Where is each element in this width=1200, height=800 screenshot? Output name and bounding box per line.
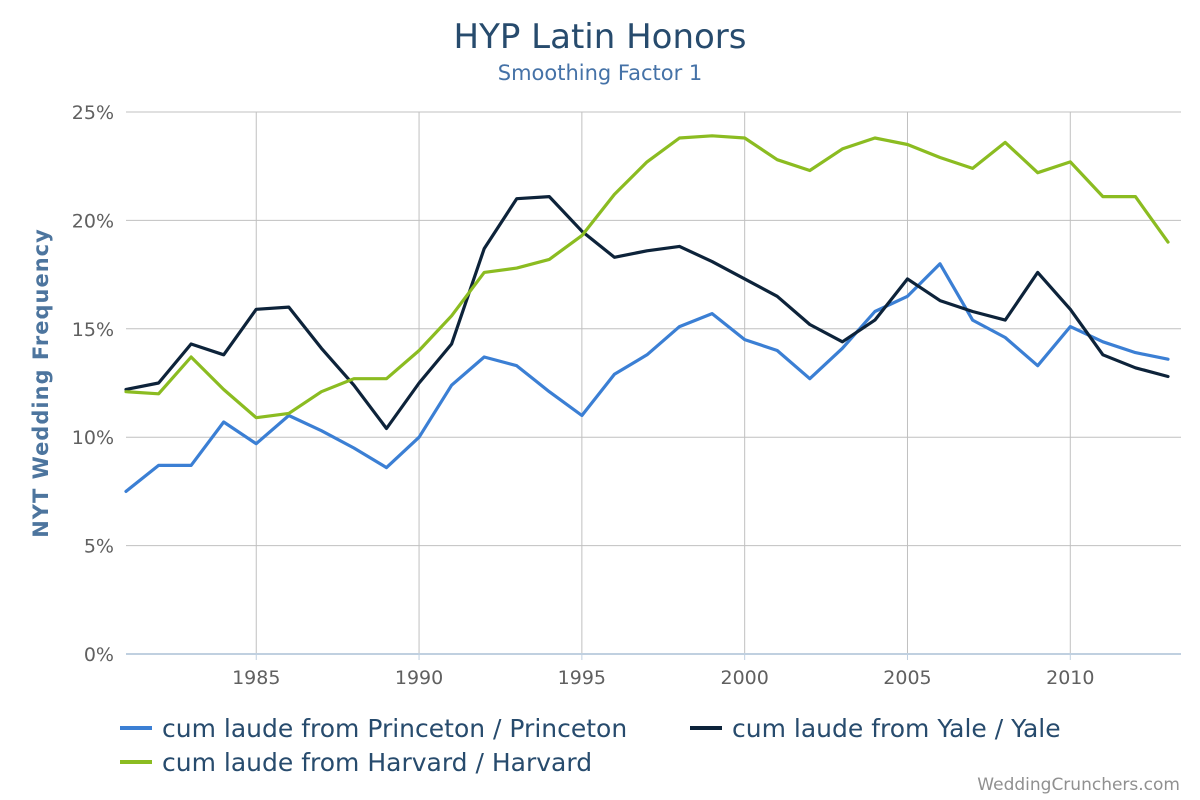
y-tick-label: 20% [72, 210, 114, 232]
x-tick-label: 2005 [883, 667, 931, 689]
y-tick-label: 0% [84, 644, 114, 666]
legend-label: cum laude from Princeton / Princeton [162, 714, 627, 743]
chart-subtitle: Smoothing Factor 1 [498, 61, 703, 85]
y-tick-label: 5% [84, 536, 114, 558]
legend-item-2[interactable]: cum laude from Yale / Yale [690, 714, 1061, 743]
y-tick-label: 15% [72, 319, 114, 341]
gridlines [126, 111, 1181, 655]
series-line-2[interactable] [124, 195, 1170, 431]
chart-title: HYP Latin Honors [454, 17, 747, 57]
legend-item-1[interactable]: cum laude from Princeton / Princeton [120, 714, 627, 743]
y-axis-ticks: 0% 5% 10% 15% 20% 25% [72, 102, 114, 666]
series-line-3[interactable] [124, 134, 1170, 420]
x-tick-label: 1990 [395, 667, 443, 689]
x-tick-label: 1995 [558, 667, 606, 689]
series-line-1[interactable] [124, 262, 1170, 493]
plot-series [124, 134, 1170, 493]
legend-item-3[interactable]: cum laude from Harvard / Harvard [120, 748, 592, 777]
x-tick-label: 1985 [232, 667, 280, 689]
x-tick-label: 2000 [720, 667, 768, 689]
y-tick-label: 10% [72, 427, 114, 449]
legend: cum laude from Princeton / Princeton cum … [120, 714, 1061, 777]
x-axis-ticks: 1985 1990 1995 2000 2005 2010 [232, 654, 1094, 689]
credits-link[interactable]: WeddingCrunchers.com [977, 775, 1180, 795]
y-axis-label: NYT Wedding Frequency [29, 228, 53, 538]
x-tick-label: 2010 [1046, 667, 1094, 689]
legend-label: cum laude from Harvard / Harvard [162, 748, 592, 777]
legend-label: cum laude from Yale / Yale [732, 714, 1061, 743]
y-tick-label: 25% [72, 102, 114, 124]
